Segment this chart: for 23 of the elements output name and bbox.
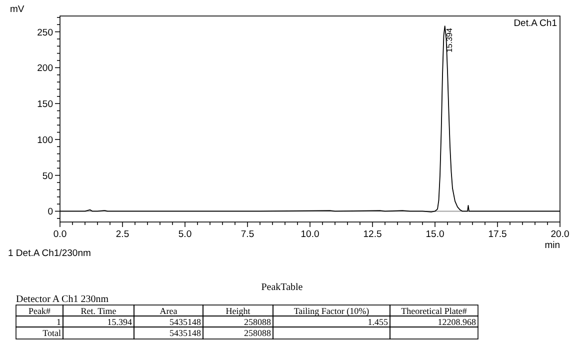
peak-table: Peak# Ret. Time Area Height Tailing Factor (10%) Theoretical Plate# 1 15.394 5435148 258088 1.455 12208.968 Total 5435148 258088 [16,304,478,340]
x-tick-label: 2.5 [116,229,130,240]
y-tick-label: 200 [37,63,53,74]
text: 1 Det.A Ch1/230nm [8,248,91,259]
y-tick-label: 0 [48,206,53,218]
x-tick-label: 15.0 [426,229,444,240]
y-tick-label: 150 [37,99,53,110]
y-tick-label: 250 [37,27,53,38]
y-tick-label: 100 [37,134,53,146]
x-tick-label: 5.0 [178,229,192,240]
x-tick-label: 12.5 [363,229,382,240]
y-axis-title: mV [10,4,25,15]
x-tick-label: 10.0 [300,229,320,240]
x-tick-label: 7.5 [240,229,254,240]
annotation: Det.A Ch1 [514,18,557,29]
x-tick-label: 17.5 [488,229,507,240]
text: Detector A Ch1 230nm [16,294,109,305]
x-tick-label: 20.0 [550,229,570,240]
annotation: 15.394 [444,28,454,53]
x-tick-label: 0.0 [53,229,67,240]
x-axis-title: min [544,240,560,251]
text: PeakTable [261,282,304,293]
y-tick-label: 50 [42,170,53,182]
